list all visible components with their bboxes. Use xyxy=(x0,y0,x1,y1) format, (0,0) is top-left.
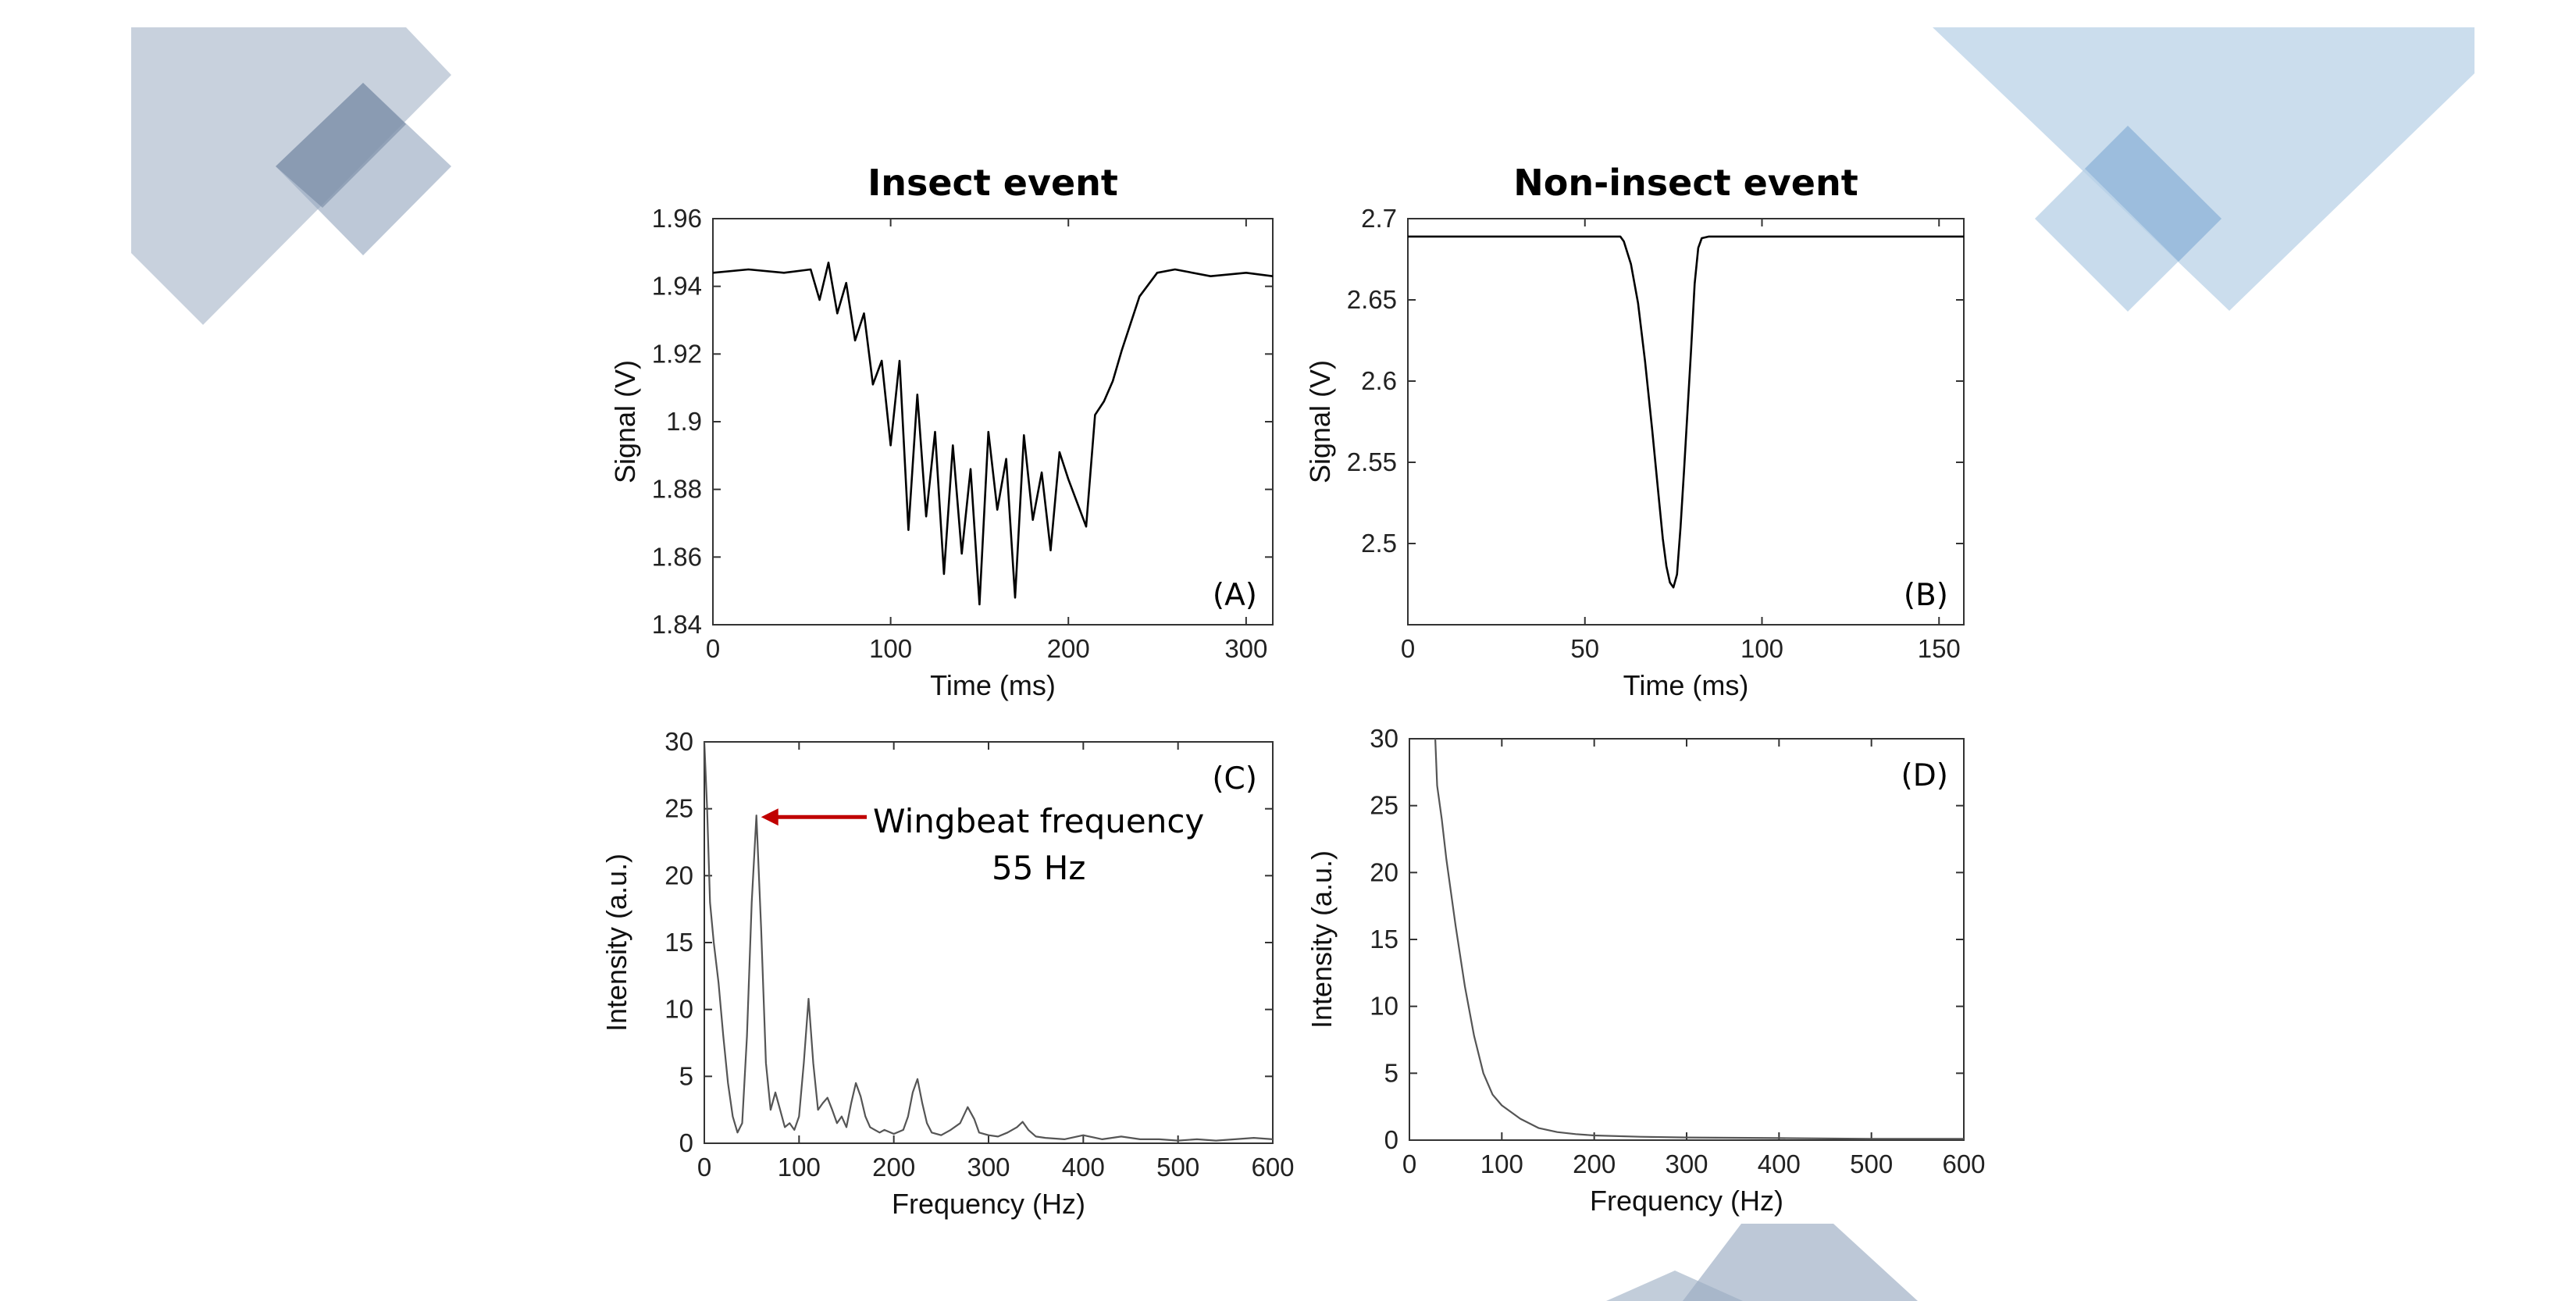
y-tick-label: 2.7 xyxy=(1361,204,1397,233)
panel-label: (A) xyxy=(1213,578,1257,613)
panel-label: (B) xyxy=(1904,578,1948,613)
y-tick-label: 0 xyxy=(1384,1125,1398,1154)
x-tick-label: 600 xyxy=(1251,1153,1294,1182)
axes-box xyxy=(712,218,1274,626)
y-tick-label: 15 xyxy=(1370,925,1398,953)
x-tick-label: 600 xyxy=(1942,1150,1985,1178)
x-tick-label: 100 xyxy=(778,1153,821,1182)
x-tick-label: 0 xyxy=(1401,634,1415,663)
y-tick-label: 1.86 xyxy=(652,542,702,571)
x-tick-label: 200 xyxy=(1047,634,1090,663)
x-tick-label: 500 xyxy=(1850,1150,1893,1178)
x-tick-label: 400 xyxy=(1758,1150,1801,1178)
y-tick-label: 10 xyxy=(1370,992,1398,1021)
panel-label: (C) xyxy=(1212,761,1257,797)
series-line xyxy=(1434,739,1964,1140)
x-axis-label: Time (ms) xyxy=(1623,669,1749,701)
chart-panel-d: 0 100 200 300 400 500 600 0 5 10 15 20 25 30 Frequency… xyxy=(1306,724,1986,1217)
y-axis-label: Intensity (a.u.) xyxy=(1306,850,1338,1028)
y-tick-label: 25 xyxy=(664,794,693,823)
y-tick-label: 5 xyxy=(1384,1058,1398,1087)
x-tick-label: 100 xyxy=(1740,634,1783,663)
chart-panel-c: 0 100 200 300 400 500 600 0 5 10 15 20 25 30 Frequency… xyxy=(600,727,1295,1220)
x-tick-label: 400 xyxy=(1062,1153,1105,1182)
y-tick-label: 25 xyxy=(1370,791,1398,820)
axes-box xyxy=(1407,218,1965,626)
y-tick-label: 30 xyxy=(1370,724,1398,753)
x-tick-label: 200 xyxy=(1573,1150,1616,1178)
y-tick-label: 1.9 xyxy=(666,407,702,436)
chart-panel-a: 0 100 200 300 1.84 1.86 1.88 1.9 1.92 1.94 1.96 Tim… xyxy=(609,162,1274,701)
deco-sky-triangle xyxy=(1933,27,2474,311)
x-tick-label: 0 xyxy=(697,1153,711,1182)
y-tick-label: 1.84 xyxy=(652,610,702,639)
deco-slate-bottom-large xyxy=(1683,1224,1918,1301)
chart-panel-b: 0 50 100 150 2.5 2.55 2.6 2.65 2.7 Time (ms) Signa… xyxy=(1304,162,1965,701)
chart-title: Non-insect event xyxy=(1513,162,1858,204)
annotation-arrowhead xyxy=(761,808,779,826)
y-axis-label: Signal (V) xyxy=(609,360,641,483)
y-tick-label: 1.96 xyxy=(652,204,702,233)
x-tick-label: 300 xyxy=(1665,1150,1708,1178)
y-tick-label: 20 xyxy=(664,861,693,889)
y-tick-label: 15 xyxy=(664,928,693,957)
deco-slate-overlap xyxy=(276,83,406,208)
y-tick-label: 10 xyxy=(664,995,693,1024)
y-tick-label: 30 xyxy=(664,727,693,756)
y-tick-label: 0 xyxy=(679,1128,693,1157)
y-axis-label: Intensity (a.u.) xyxy=(600,854,632,1032)
annotation-text-line1: Wingbeat frequency xyxy=(873,802,1204,840)
axes-box xyxy=(1409,738,1965,1141)
deco-sky-diamond xyxy=(2035,126,2221,312)
series-line xyxy=(713,261,1273,606)
x-tick-label: 300 xyxy=(1224,634,1267,663)
y-tick-label: 2.6 xyxy=(1361,366,1397,395)
y-tick-label: 20 xyxy=(1370,857,1398,886)
series-line xyxy=(704,742,1273,1142)
x-tick-label: 0 xyxy=(706,634,720,663)
x-tick-label: 500 xyxy=(1156,1153,1199,1182)
y-tick-label: 1.94 xyxy=(652,272,702,301)
x-tick-label: 100 xyxy=(1480,1150,1523,1178)
y-tick-label: 5 xyxy=(679,1061,693,1090)
panel-label: (D) xyxy=(1901,758,1948,793)
x-axis-label: Time (ms) xyxy=(930,669,1056,701)
x-tick-label: 0 xyxy=(1402,1150,1416,1178)
x-axis-label: Frequency (Hz) xyxy=(1590,1185,1783,1217)
x-axis-label: Frequency (Hz) xyxy=(892,1188,1085,1220)
x-tick-label: 300 xyxy=(967,1153,1010,1182)
y-tick-label: 2.65 xyxy=(1347,285,1397,314)
y-axis-label: Signal (V) xyxy=(1304,360,1336,483)
annotation-text-line2: 55 Hz xyxy=(992,849,1085,887)
series-line xyxy=(1408,235,1964,589)
y-tick-label: 2.55 xyxy=(1347,447,1397,476)
y-tick-label: 1.88 xyxy=(652,475,702,504)
x-tick-label: 200 xyxy=(872,1153,915,1182)
x-tick-label: 100 xyxy=(869,634,912,663)
x-tick-label: 150 xyxy=(1918,634,1961,663)
y-tick-label: 2.5 xyxy=(1361,529,1397,558)
x-tick-label: 50 xyxy=(1570,634,1599,663)
y-tick-label: 1.92 xyxy=(652,339,702,368)
deco-sky-overlap xyxy=(2085,126,2221,262)
chart-title: Insect event xyxy=(868,162,1118,204)
